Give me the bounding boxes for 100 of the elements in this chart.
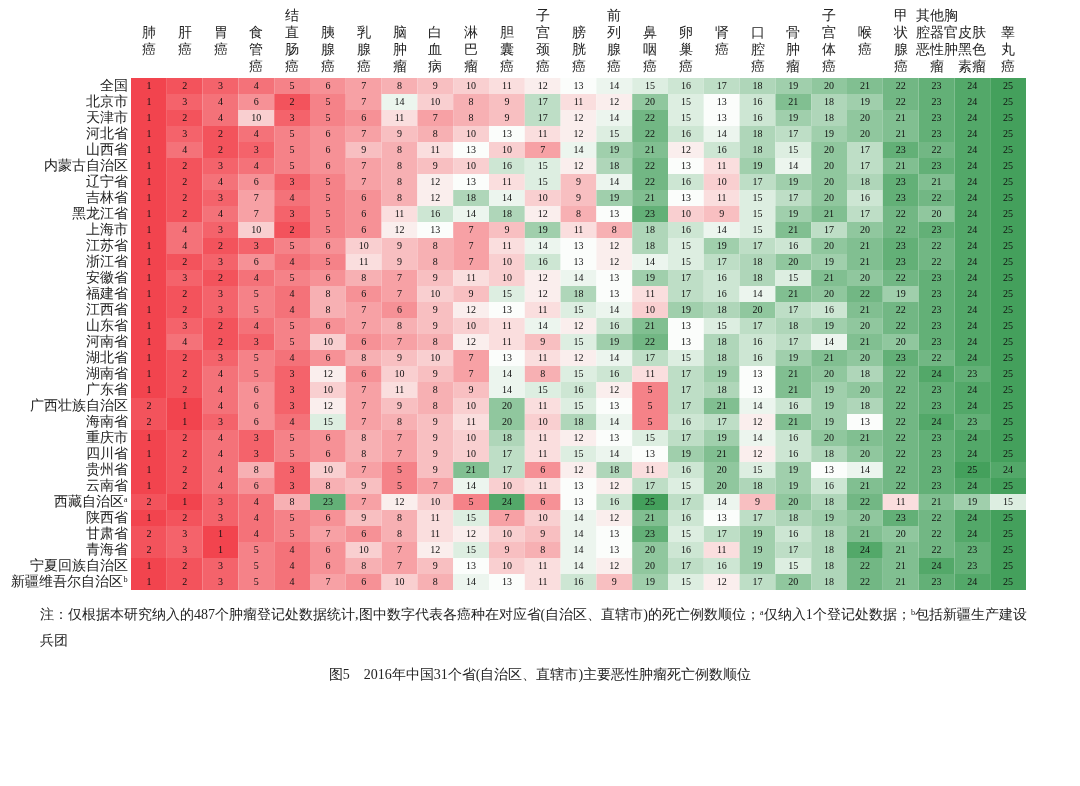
- data-label: 22: [931, 512, 942, 523]
- data-label: 13: [680, 320, 691, 331]
- data-label: 23: [931, 384, 942, 395]
- y-tick-label: 吉林省: [85, 190, 128, 205]
- data-label: 17: [501, 448, 512, 459]
- data-label: 16: [716, 144, 727, 155]
- x-tick-label: 口腔癌: [750, 24, 765, 74]
- data-label: 24: [967, 288, 978, 299]
- data-label: 8: [576, 208, 581, 219]
- data-label: 5: [647, 384, 653, 395]
- data-label: 6: [325, 448, 331, 459]
- data-label: 18: [501, 208, 512, 219]
- data-label: 24: [967, 272, 978, 283]
- data-label: 9: [432, 560, 438, 571]
- data-label: 24: [967, 256, 978, 267]
- data-label: 3: [253, 144, 259, 155]
- data-label: 4: [253, 512, 259, 523]
- data-label: 21: [859, 80, 870, 91]
- data-label: 17: [859, 208, 870, 219]
- data-label: 23: [931, 400, 942, 411]
- data-label: 2: [182, 384, 188, 395]
- data-label: 17: [859, 160, 870, 171]
- data-label: 16: [537, 256, 548, 267]
- data-label: 7: [468, 224, 474, 235]
- data-label: 16: [788, 400, 799, 411]
- data-label: 13: [609, 288, 620, 299]
- data-label: 10: [645, 304, 656, 315]
- data-label: 18: [716, 336, 727, 347]
- data-label: 23: [895, 512, 906, 523]
- data-label: 5: [253, 560, 259, 571]
- data-label: 4: [218, 384, 223, 395]
- data-label: 5: [647, 416, 653, 427]
- data-label: 4: [218, 480, 223, 491]
- data-label: 18: [716, 384, 727, 395]
- data-label: 20: [824, 288, 835, 299]
- data-label: 10: [466, 128, 477, 139]
- data-label: 2: [218, 144, 223, 155]
- x-tick-label: 睾丸癌: [1001, 24, 1016, 74]
- data-label: 11: [537, 448, 548, 459]
- data-label: 9: [397, 352, 402, 363]
- data-label: 24: [967, 128, 978, 139]
- x-tick-label: 结直肠癌: [285, 7, 300, 74]
- data-label: 21: [788, 416, 799, 427]
- data-label: 18: [466, 192, 477, 203]
- data-label: 22: [645, 112, 656, 123]
- data-label: 10: [501, 144, 512, 155]
- y-tick-label: 湖南省: [85, 366, 128, 381]
- data-label: 6: [540, 496, 546, 507]
- data-label: 19: [788, 480, 799, 491]
- data-label: 17: [680, 384, 691, 395]
- data-label: 22: [895, 416, 906, 427]
- data-label: 25: [1003, 368, 1014, 379]
- data-label: 5: [325, 192, 331, 203]
- data-label: 3: [289, 176, 295, 187]
- data-label: 5: [253, 304, 259, 315]
- data-label: 23: [931, 448, 942, 459]
- data-label: 11: [716, 160, 727, 171]
- data-label: 23: [931, 80, 942, 91]
- data-label: 18: [824, 544, 835, 555]
- data-label: 8: [432, 384, 438, 395]
- data-label: 8: [361, 432, 367, 443]
- data-label: 11: [466, 416, 476, 427]
- data-label: 10: [466, 80, 477, 91]
- y-tick-label: 上海市: [85, 222, 128, 237]
- data-label: 16: [788, 240, 799, 251]
- data-label: 3: [289, 208, 295, 219]
- data-label: 22: [645, 336, 656, 347]
- data-label: 8: [361, 272, 367, 283]
- data-label: 1: [146, 144, 152, 155]
- data-label: 19: [788, 176, 799, 187]
- data-label: 16: [680, 176, 691, 187]
- data-label: 10: [537, 512, 548, 523]
- data-label: 10: [322, 384, 333, 395]
- data-label: 24: [967, 512, 978, 523]
- data-label: 21: [788, 384, 799, 395]
- y-tick-label: 福建省: [85, 286, 128, 301]
- data-label: 14: [716, 224, 727, 235]
- data-label: 20: [824, 80, 835, 91]
- data-label: 23: [931, 480, 942, 491]
- data-label: 25: [1003, 304, 1014, 315]
- data-label: 7: [397, 448, 402, 459]
- data-label: 24: [931, 416, 942, 427]
- x-tick-label: 卵巢癌: [678, 24, 693, 74]
- data-label: 25: [1003, 512, 1014, 523]
- data-label: 6: [325, 544, 331, 555]
- data-label: 7: [361, 160, 367, 171]
- data-label: 18: [824, 496, 835, 507]
- data-label: 24: [967, 576, 978, 587]
- data-label: 15: [501, 288, 512, 299]
- data-label: 18: [824, 560, 835, 571]
- data-label: 9: [504, 112, 510, 123]
- data-label: 12: [573, 160, 584, 171]
- data-label: 21: [824, 208, 835, 219]
- data-label: 17: [645, 480, 656, 491]
- data-label: 11: [895, 496, 906, 507]
- data-label: 13: [824, 464, 835, 475]
- data-label: 3: [218, 256, 223, 267]
- data-label: 17: [788, 304, 799, 315]
- data-label: 15: [752, 192, 763, 203]
- data-label: 1: [146, 192, 152, 203]
